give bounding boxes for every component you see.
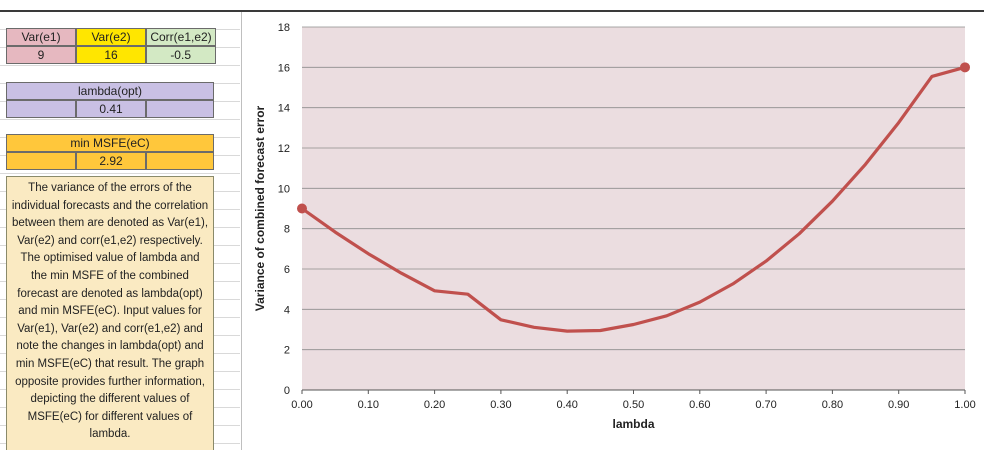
x-tick-label: 0.20 [424,399,445,411]
msfe-line-chart: 0 2 4 6 8 10 12 14 16 18 0.00 0.10 0.20 0.30 0.40 0.50 0… [253,22,976,431]
chart-panel: 0 2 4 6 8 10 12 14 16 18 0.00 0.10 0.20 0.30 0.40 0.50 0… [241,12,984,450]
y-tick-label: 8 [284,224,290,236]
y-axis-label: Variance of combined forecast error [253,105,267,311]
x-tick-label: 0.50 [623,399,644,411]
lambda-opt-value: 0.41 [76,100,146,118]
var-e1-label: Var(e1) [6,28,76,46]
var-e1-input[interactable]: 9 [6,46,76,64]
lambda-opt-empty-cell [6,100,76,118]
y-tick-label: 4 [284,304,290,316]
min-msfe-empty-cell-2 [146,152,214,170]
lambda-opt-empty-cell-2 [146,100,214,118]
top-border [0,10,984,12]
min-msfe-value: 2.92 [76,152,146,170]
data-point [960,62,970,73]
y-tick-label: 18 [278,22,290,34]
min-msfe-label: min MSFE(eC) [6,134,214,152]
description-note: The variance of the errors of the indivi… [6,176,214,450]
y-tick-label: 10 [278,183,290,195]
x-tick-label: 0.80 [822,399,843,411]
corr-label: Corr(e1,e2) [146,28,216,46]
series-line [301,65,966,333]
y-tick-label: 6 [284,264,290,276]
y-tick-label: 0 [284,385,290,397]
x-tick-label: 0.90 [888,399,909,411]
min-msfe-empty-cell [6,152,76,170]
x-tick-label: 0.00 [291,399,312,411]
x-tick-label: 0.70 [755,399,776,411]
x-tick-label: 0.40 [556,399,577,411]
var-e2-label: Var(e2) [76,28,146,46]
y-tick-label: 2 [284,345,290,357]
y-tick-label: 16 [278,62,290,74]
y-tick-label: 12 [278,143,290,155]
var-e2-input[interactable]: 16 [76,46,146,64]
data-point [297,203,307,214]
x-axis-label: lambda [612,417,654,431]
x-tick-label: 1.00 [954,399,975,411]
y-tick-label: 14 [278,103,290,115]
x-tick-label: 0.30 [490,399,511,411]
x-tick-label: 0.10 [358,399,379,411]
plot-area [302,27,965,390]
lambda-opt-label: lambda(opt) [6,82,214,100]
corr-input[interactable]: -0.5 [146,46,216,64]
x-tick-label: 0.60 [689,399,710,411]
